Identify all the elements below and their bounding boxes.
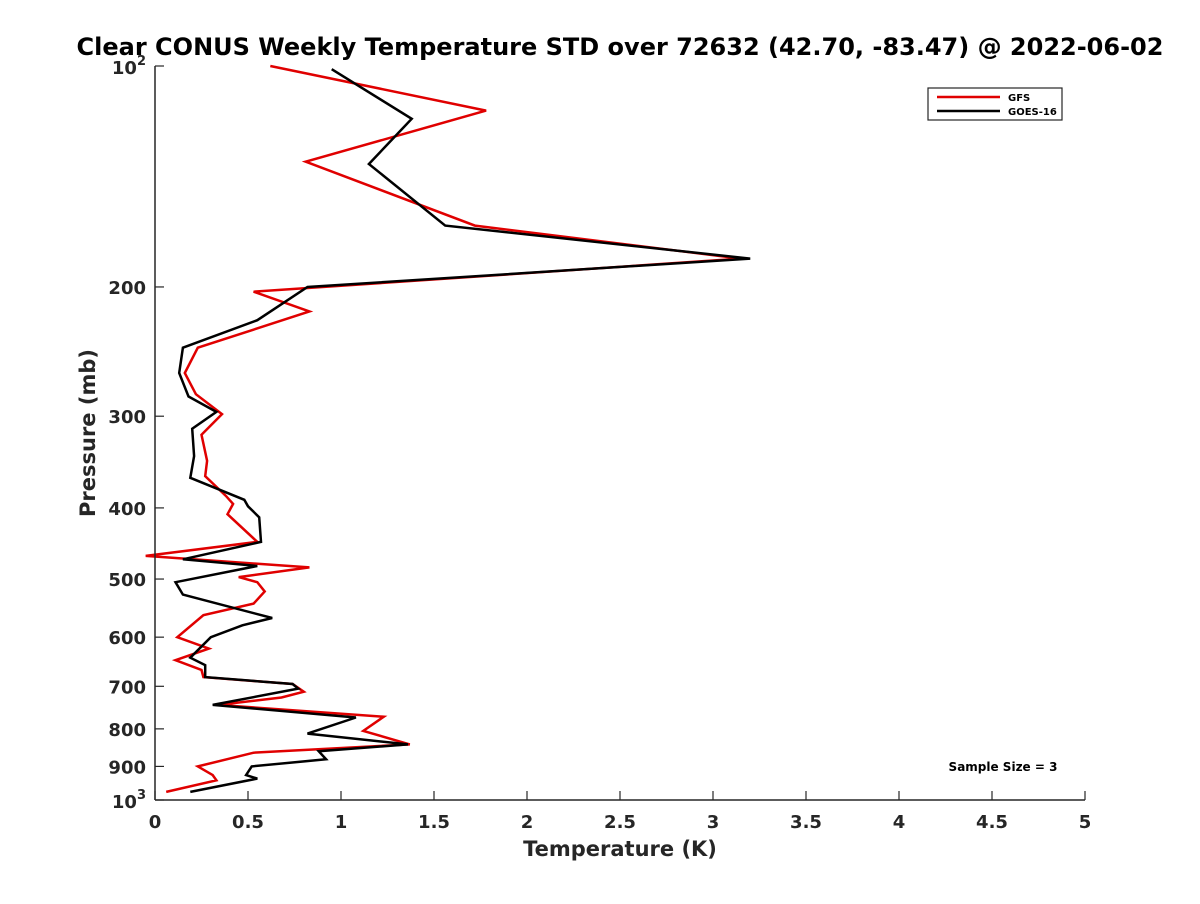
x-tick-label: 0 — [149, 812, 162, 833]
plot-lines — [145, 64, 751, 794]
x-tick-label: 1 — [335, 812, 348, 833]
y-tick-label: 500 — [108, 570, 146, 591]
y-tick-label: 900 — [108, 757, 146, 778]
y-tick-label: 300 — [108, 407, 146, 428]
x-tick-label: 0.5 — [232, 812, 264, 833]
x-tick-label: 3 — [707, 812, 720, 833]
y-tick-label: 102 — [112, 54, 146, 79]
y-axis-label: Pressure (mb) — [76, 349, 100, 517]
sample-size-annotation: Sample Size = 3 — [949, 760, 1058, 774]
legend-label: GFS — [1008, 93, 1030, 104]
x-tick-label: 5 — [1079, 812, 1092, 833]
y-tick-label: 103 — [112, 788, 146, 813]
legend-box — [927, 87, 1063, 121]
x-tick-label: 4 — [893, 812, 906, 833]
chart-title: Clear CONUS Weekly Temperature STD over … — [77, 33, 1164, 61]
x-tick-label: 3.5 — [790, 812, 822, 833]
y-tick-label: 800 — [108, 720, 146, 741]
y-tick-label: 200 — [108, 278, 146, 299]
legend-label: GOES-16 — [1008, 107, 1057, 118]
x-tick-label: 2.5 — [604, 812, 636, 833]
y-tick-label: 600 — [108, 628, 146, 649]
x-tick-label: 4.5 — [976, 812, 1008, 833]
legend: GFS GOES-16 — [927, 87, 1063, 121]
axes: 0 0.5 1 1.5 2 2.5 3 3.5 4 4.5 5 102 200 300 400 500 600 7… — [108, 54, 1091, 833]
x-tick-label: 2 — [521, 812, 534, 833]
series-line-goes-16 — [173, 68, 751, 794]
x-tick-label: 1.5 — [418, 812, 450, 833]
series-line-gfs — [145, 64, 742, 794]
x-axis-label: Temperature (K) — [523, 837, 717, 861]
y-tick-label: 700 — [108, 677, 146, 698]
y-tick-label: 400 — [108, 499, 146, 520]
